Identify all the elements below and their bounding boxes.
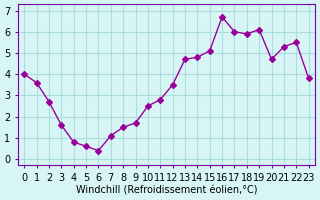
X-axis label: Windchill (Refroidissement éolien,°C): Windchill (Refroidissement éolien,°C) <box>76 186 257 196</box>
